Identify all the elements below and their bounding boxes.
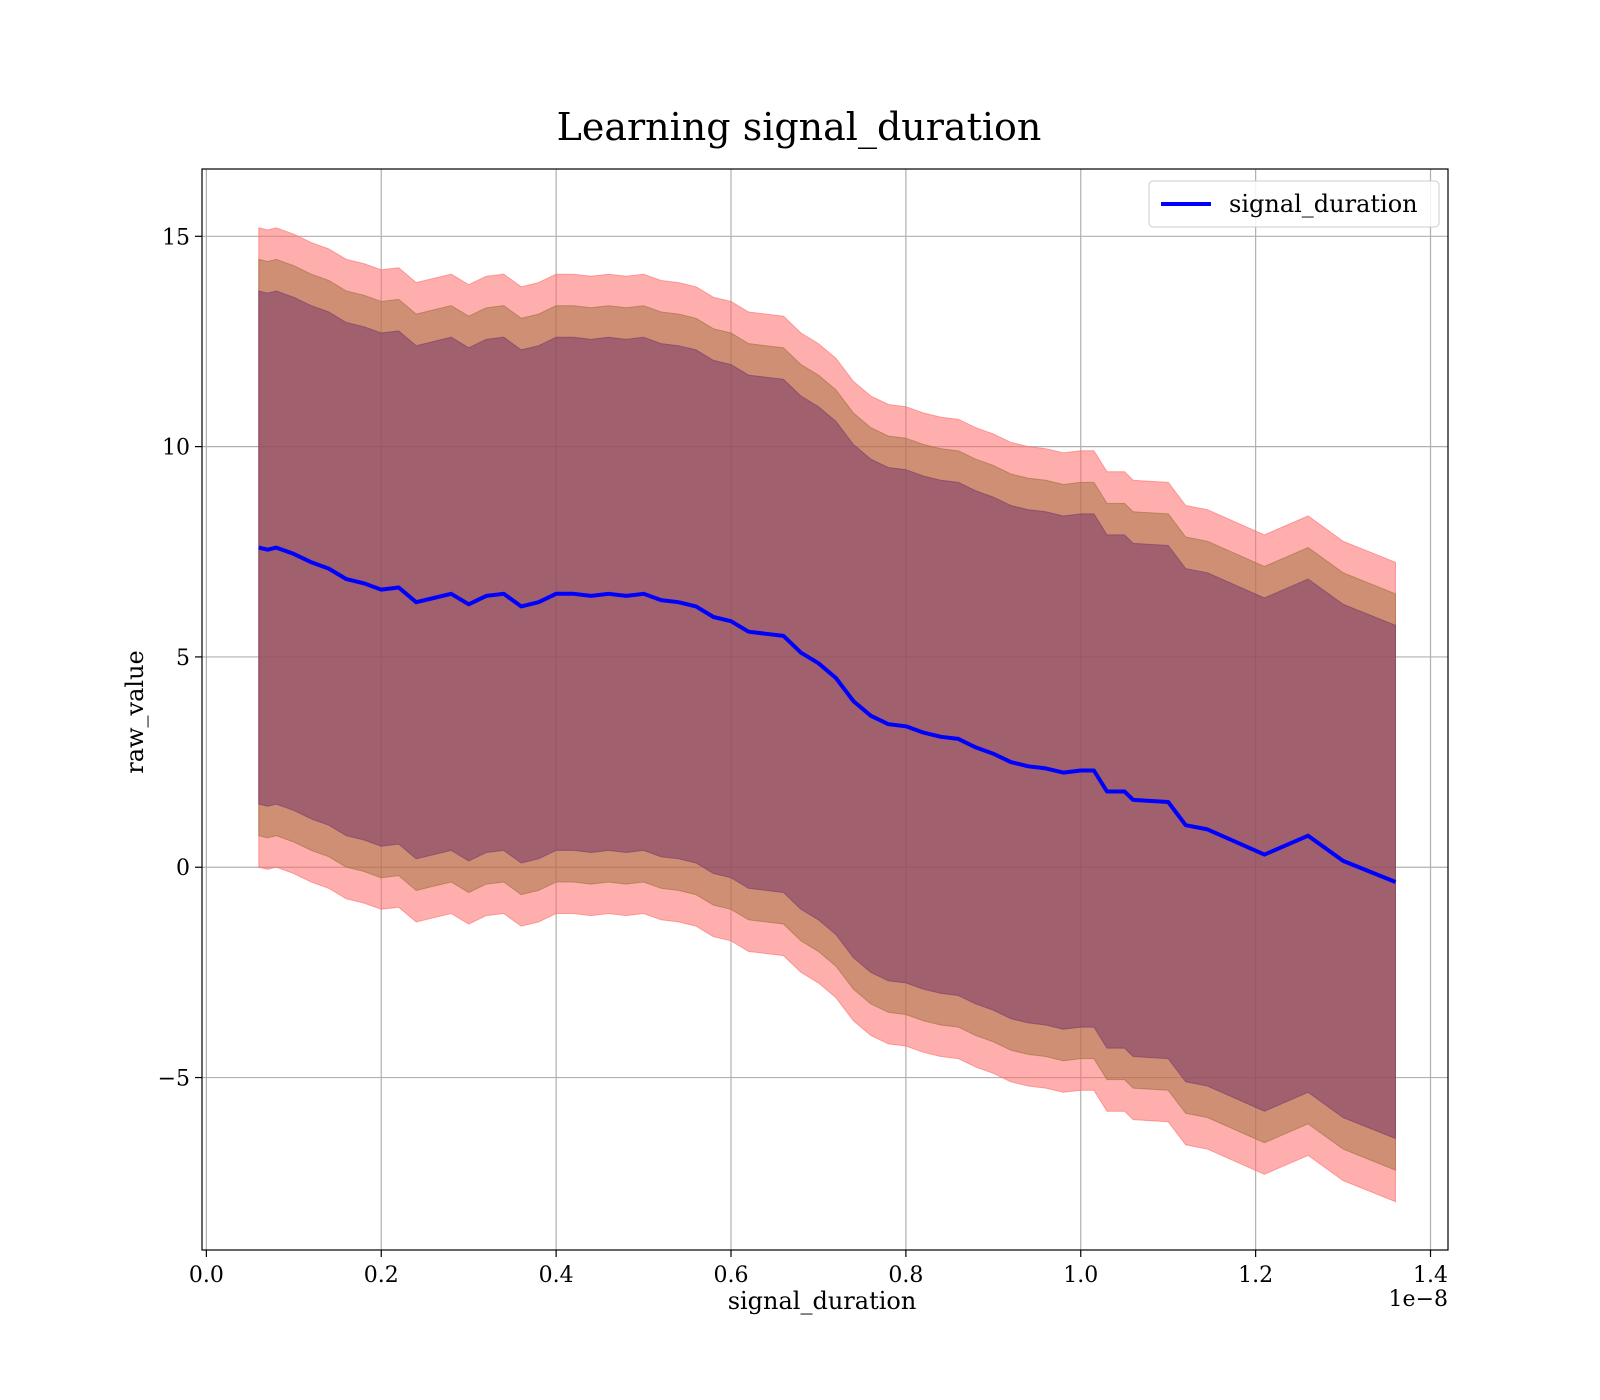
series-line-signal-duration [258, 545, 1397, 884]
series-lines [258, 545, 1397, 884]
x-tick-label: 0.4 [539, 1263, 574, 1288]
plot-frame [201, 168, 1449, 1251]
y-axis-label: raw_value [121, 650, 149, 774]
y-tick-label: 5 [176, 646, 190, 671]
y-tick-label: 15 [162, 225, 190, 250]
y-tick-label: −5 [158, 1067, 190, 1092]
x-tick-label: 1.0 [1063, 1263, 1098, 1288]
axis-ticks: 0.0 0.2 0.4 0.6 0.8 1.0 1.2 1.4 −5 0 5 10 15 [158, 225, 1448, 1288]
chart-title: Learning signal_duration [557, 105, 1042, 150]
legend-label-signal-duration: signal_duration [1229, 190, 1418, 218]
x-tick-label: 1.4 [1413, 1263, 1448, 1288]
x-tick-label: 0.2 [364, 1263, 399, 1288]
x-tick-label: 0.8 [888, 1263, 923, 1288]
x-tick-label: 1.2 [1238, 1263, 1273, 1288]
y-tick-label: 10 [162, 436, 190, 461]
confidence-band [258, 290, 1396, 1140]
x-scale-note: 1e−8 [1389, 1287, 1448, 1312]
x-axis-label: signal_duration [728, 1287, 917, 1315]
confidence-bands [258, 227, 1396, 1203]
legend-box [1148, 180, 1440, 228]
x-tick-label: 0.6 [714, 1263, 749, 1288]
legend: signal_duration [1148, 180, 1440, 228]
y-tick-label: 0 [176, 856, 190, 881]
x-tick-label: 0.0 [189, 1263, 224, 1288]
